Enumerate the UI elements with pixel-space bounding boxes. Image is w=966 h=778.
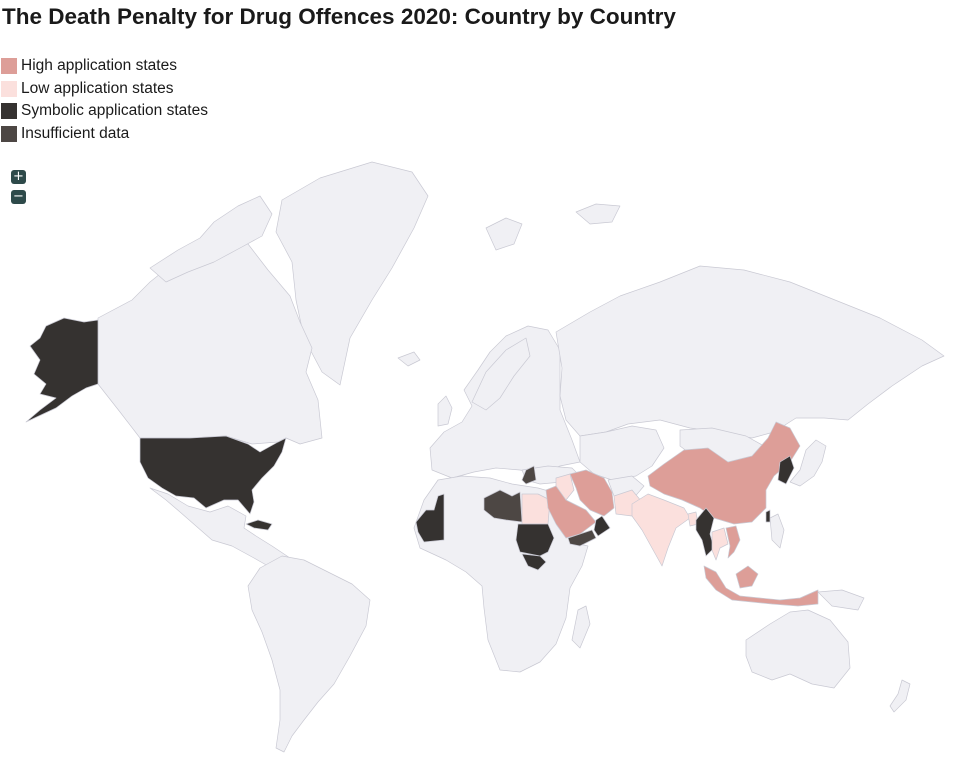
country-alaska[interactable]	[25, 317, 99, 423]
madagascar-shape	[571, 605, 591, 649]
country-india[interactable]	[631, 493, 691, 567]
country-syria[interactable]	[521, 465, 537, 485]
country-mauritania[interactable]	[415, 493, 445, 543]
base-land	[97, 161, 945, 753]
greenland-shape	[275, 161, 429, 386]
north-islands-shape	[485, 217, 523, 251]
philippines-shape	[769, 513, 785, 549]
country-united-states[interactable]	[139, 435, 287, 515]
legend: High application states Low application …	[1, 55, 208, 145]
legend-item-insufficient: Insufficient data	[1, 123, 208, 146]
canada-shape	[97, 237, 323, 445]
country-iran[interactable]	[569, 469, 615, 517]
country-thailand[interactable]	[711, 527, 729, 561]
japan-shape	[789, 439, 827, 487]
british-isles-shape	[437, 395, 453, 427]
new-zealand-shape	[889, 679, 911, 713]
scandinavia-shape	[471, 337, 531, 411]
legend-swatch-symbolic	[1, 103, 17, 120]
arctic-islands-shape	[149, 195, 273, 283]
europe-shape	[429, 325, 581, 479]
country-malaysia[interactable]	[735, 565, 759, 589]
svalbard-shape	[575, 203, 621, 225]
country-taiwan[interactable]	[765, 509, 771, 523]
zoom-in-button[interactable]: +	[11, 170, 26, 184]
south-america-shape	[247, 555, 371, 753]
legend-label-low: Low application states	[21, 79, 174, 97]
legend-label-symbolic: Symbolic application states	[21, 102, 208, 120]
central-asia-shape	[579, 425, 665, 481]
legend-item-symbolic: Symbolic application states	[1, 100, 208, 123]
legend-swatch-low	[1, 80, 17, 97]
country-vietnam[interactable]	[725, 525, 741, 559]
country-north-korea[interactable]	[777, 455, 795, 485]
country-egypt[interactable]	[521, 493, 551, 525]
country-myanmar[interactable]	[695, 507, 715, 557]
legend-swatch-high	[1, 58, 17, 75]
country-sudan[interactable]	[515, 523, 555, 557]
papua-shape	[817, 589, 865, 611]
legend-item-low: Low application states	[1, 78, 208, 101]
country-yemen[interactable]	[567, 529, 597, 547]
legend-swatch-insufficient	[1, 125, 17, 142]
australia-shape	[745, 609, 851, 689]
colored-countries	[25, 317, 819, 607]
country-oman[interactable]	[593, 515, 611, 537]
map-title: The Death Penalty for Drug Offences 2020…	[2, 4, 676, 29]
country-indonesia[interactable]	[703, 565, 819, 607]
country-cuba[interactable]	[245, 519, 273, 531]
country-south-sudan[interactable]	[521, 553, 547, 571]
iceland-shape	[397, 351, 421, 367]
zoom-out-button[interactable]: −	[11, 190, 26, 204]
legend-item-high: High application states	[1, 55, 208, 78]
russia-shape	[555, 265, 945, 439]
legend-label-high: High application states	[21, 57, 177, 75]
legend-label-insufficient: Insufficient data	[21, 124, 130, 142]
